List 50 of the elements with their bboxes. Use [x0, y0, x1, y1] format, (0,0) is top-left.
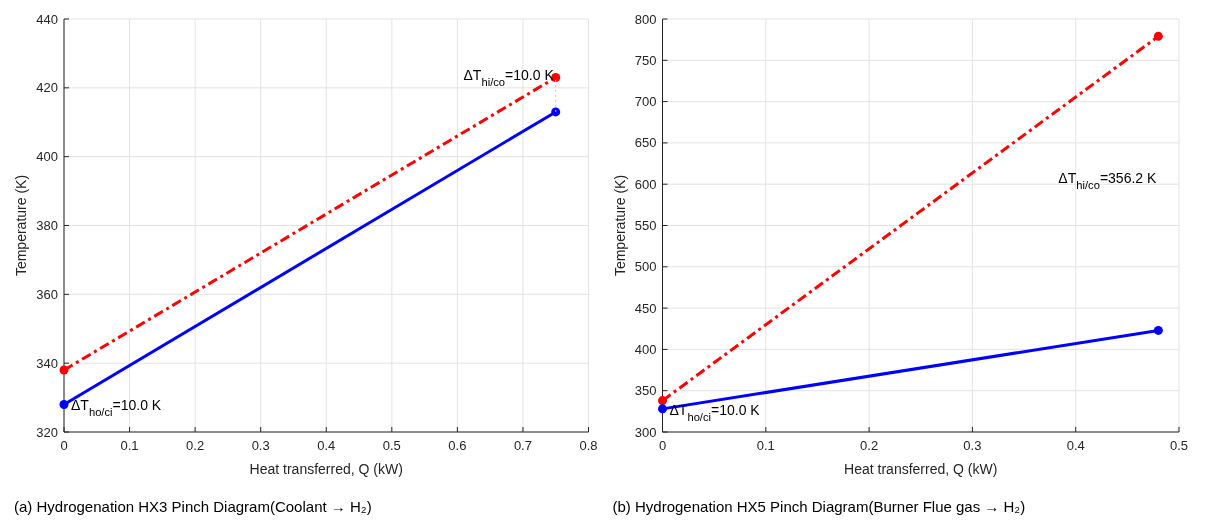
x-tick-label: 0.7 — [513, 438, 532, 453]
y-tick-label: 550 — [634, 218, 657, 233]
x-tick-label: 0 — [60, 438, 68, 453]
x-tick-label: 0.5 — [382, 438, 401, 453]
x-tick-label: 0 — [658, 438, 667, 453]
y-tick-label: 600 — [634, 176, 657, 192]
x-tick-label: 0.5 — [1169, 438, 1189, 453]
y-tick-label: 440 — [36, 11, 58, 27]
x-tick-label: 0.2 — [186, 438, 205, 453]
y-tick-label: 400 — [36, 149, 58, 165]
y-tick-label: 360 — [36, 286, 58, 302]
x-tick-label: 0.4 — [1066, 438, 1085, 453]
x-tick-label: 0.4 — [317, 438, 336, 453]
x-tick-label: 0.1 — [120, 438, 139, 453]
y-tick-label: 380 — [36, 218, 58, 233]
point — [59, 399, 69, 409]
text: (a) Hydrogenation HX3 Pinch Diagram(Coolant → H₂) — [14, 498, 372, 515]
annotation: ΔT$_{hi/co}$=356.2 K — [1058, 170, 1157, 192]
point — [59, 365, 69, 375]
x-tick-label: 0.2 — [860, 438, 879, 453]
point — [658, 396, 667, 406]
y-tick-label: 450 — [634, 300, 657, 316]
y-tick-label: 650 — [634, 135, 657, 151]
y-tick-label: 750 — [634, 52, 657, 68]
point — [658, 404, 667, 414]
x-tick-label: 0.1 — [756, 438, 775, 453]
x-axis-title: Heat transferred, Q (kW) — [844, 461, 998, 477]
y-tick-label: 420 — [36, 80, 58, 96]
point — [551, 107, 561, 117]
y-tick-label: 340 — [36, 355, 58, 371]
y-tick-label: 350 — [634, 383, 657, 399]
y-tick-label: 500 — [634, 259, 657, 275]
y-tick-label: 800 — [634, 11, 657, 27]
y-tick-label: 700 — [634, 94, 657, 110]
x-tick-label: 0.3 — [963, 438, 982, 453]
annotation: ΔT$_{ho/ci}$=10.0 K — [71, 397, 162, 419]
y-axis-title: Temperature (K) — [611, 174, 628, 277]
x-tick-label: 0.8 — [579, 438, 598, 453]
x-tick-label: 0.6 — [448, 438, 467, 453]
y-tick-label: 400 — [634, 341, 657, 357]
x-tick-label: 0.3 — [251, 438, 270, 453]
y-tick-label: 320 — [36, 424, 58, 440]
point — [1153, 325, 1163, 335]
annotation: ΔT$_{hi/co}$=10.0 K — [463, 66, 555, 88]
text: (b) Hydrogenation HX5 Pinch Diagram(Burner Flue gas → H₂) — [612, 498, 1026, 515]
x-axis-title: Heat transferred, Q (kW) — [249, 461, 403, 477]
y-axis-title: Temperature (K) — [13, 174, 29, 277]
y-tick-label: 300 — [634, 424, 657, 440]
point — [1153, 31, 1163, 41]
annotation: ΔT$_{ho/ci}$=10.0 K — [669, 401, 761, 423]
